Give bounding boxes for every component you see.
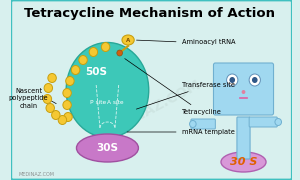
Circle shape [101, 42, 110, 51]
Ellipse shape [66, 42, 149, 138]
Ellipse shape [76, 134, 138, 162]
Text: Tetracycline: Tetracycline [125, 58, 221, 115]
Circle shape [66, 76, 74, 86]
Text: 50S: 50S [85, 67, 107, 77]
Circle shape [58, 116, 67, 125]
Circle shape [249, 74, 260, 86]
Circle shape [64, 112, 72, 122]
Ellipse shape [122, 35, 134, 45]
Circle shape [63, 89, 71, 98]
Circle shape [230, 77, 235, 83]
Text: 30S: 30S [96, 143, 118, 153]
Circle shape [43, 94, 52, 103]
FancyBboxPatch shape [191, 119, 215, 129]
Circle shape [242, 90, 245, 94]
Text: Nascent
polypeptide
chain: Nascent polypeptide chain [9, 87, 48, 109]
Text: A: A [126, 37, 130, 42]
Circle shape [71, 66, 80, 75]
Circle shape [226, 74, 238, 86]
Circle shape [46, 103, 54, 112]
Text: mRNA template: mRNA template [127, 129, 235, 135]
Circle shape [190, 120, 196, 127]
Text: 30 S: 30 S [230, 157, 257, 167]
Text: Transferase site: Transferase site [136, 82, 235, 109]
Circle shape [79, 55, 87, 64]
FancyBboxPatch shape [214, 63, 274, 115]
Circle shape [252, 77, 258, 83]
FancyBboxPatch shape [249, 117, 277, 127]
Ellipse shape [221, 152, 266, 172]
Text: P site: P site [90, 100, 106, 105]
Circle shape [63, 100, 71, 109]
Text: Aminoacyl tRNA: Aminoacyl tRNA [136, 39, 235, 45]
Circle shape [44, 84, 52, 93]
Circle shape [89, 48, 98, 57]
Text: MEDINAZ.COM: MEDINAZ.COM [96, 77, 203, 143]
Circle shape [117, 50, 122, 56]
FancyBboxPatch shape [237, 117, 250, 159]
Text: A site: A site [106, 100, 123, 105]
Circle shape [52, 111, 60, 120]
Circle shape [48, 73, 56, 82]
FancyBboxPatch shape [11, 0, 292, 180]
Circle shape [275, 118, 281, 125]
Text: MEDINAZ.COM: MEDINAZ.COM [18, 172, 54, 177]
Text: Tetracycline Mechanism of Action: Tetracycline Mechanism of Action [24, 6, 275, 19]
